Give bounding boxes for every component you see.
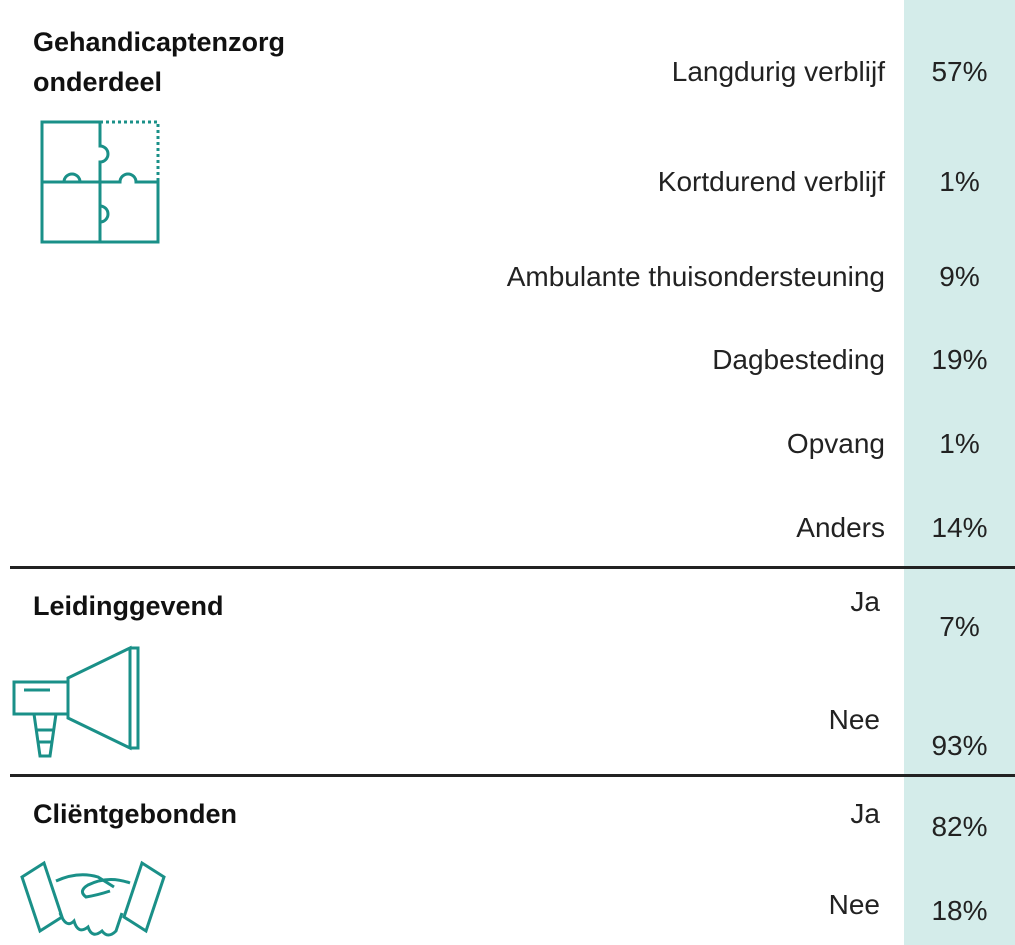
row-value: 57%	[931, 56, 988, 87]
row-value: 19%	[931, 344, 988, 375]
row-label: Ambulante thuisondersteuning	[506, 261, 885, 292]
handshake-icon	[20, 860, 166, 937]
row-value: 14%	[931, 512, 988, 543]
section-title: Leidinggevend	[33, 591, 224, 621]
section-title: onderdeel	[33, 67, 163, 97]
row-label: Ja	[850, 798, 880, 829]
row-label: Nee	[828, 889, 880, 920]
row-value: 1%	[939, 166, 980, 197]
section-title: Cliëntgebonden	[33, 799, 237, 829]
puzzle-icon	[40, 120, 160, 244]
row-label: Anders	[796, 512, 885, 543]
value-band	[904, 0, 1015, 945]
divider	[10, 566, 1015, 569]
row-value: 18%	[931, 895, 988, 926]
row-value: 1%	[939, 428, 980, 459]
row-value: 82%	[931, 811, 988, 842]
section-title: Gehandicaptenzorg	[33, 27, 286, 57]
row-value: 9%	[939, 261, 980, 292]
row-label: Opvang	[786, 428, 885, 459]
row-label: Nee	[828, 704, 880, 735]
divider	[10, 774, 1015, 777]
row-value: 93%	[931, 730, 988, 761]
row-label: Dagbesteding	[712, 344, 885, 375]
megaphone-icon	[12, 645, 140, 758]
row-label: Ja	[850, 586, 880, 617]
row-value: 7%	[939, 611, 980, 642]
row-label: Kortdurend verblijf	[657, 166, 885, 197]
row-label: Langdurig verblijf	[671, 56, 885, 87]
